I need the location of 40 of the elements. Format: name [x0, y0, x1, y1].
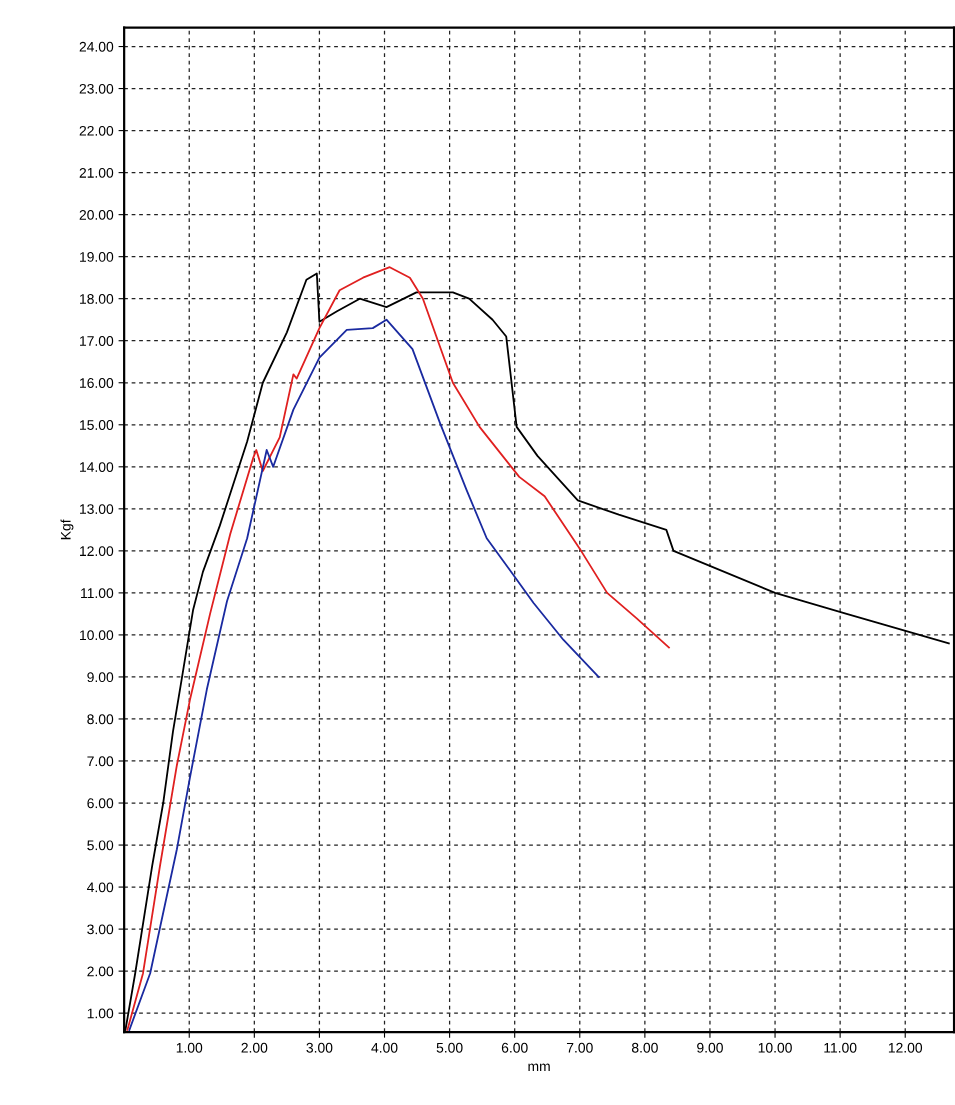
y-tick-label: 18.00	[80, 294, 114, 304]
y-tick-label: 17.00	[80, 336, 114, 346]
y-tick-label: 5.00	[87, 840, 114, 851]
x-tick-label: 10.00	[758, 1042, 792, 1053]
y-tick-label: 19.00	[80, 252, 114, 262]
x-tick-label: 3.00	[306, 1042, 333, 1053]
x-tick-label: 8.00	[631, 1042, 658, 1053]
x-tick-label: 7.00	[566, 1042, 593, 1053]
y-tick-label: 22.00	[79, 125, 114, 136]
y-tick-label: 14.00	[80, 462, 114, 472]
x-tick-label: 12.00	[888, 1042, 923, 1053]
y-axis-title: Kgf	[60, 519, 74, 540]
y-tick-label: 3.00	[87, 924, 114, 935]
y-tick-label: 1.00	[87, 1008, 114, 1019]
x-tick-label: 11.00	[824, 1042, 857, 1053]
y-tick-label: 11.00	[81, 588, 114, 599]
y-tick-label: 24.00	[79, 41, 114, 52]
y-tick-label: 9.00	[87, 672, 114, 683]
line-series	[126, 266, 670, 1031]
y-tick-label: 4.00	[87, 882, 114, 893]
y-tick-label: 7.00	[87, 756, 114, 767]
y-tick-label: 12.00	[80, 546, 114, 557]
y-tick-label: 10.00	[80, 630, 114, 641]
x-tick-label: 4.00	[371, 1042, 398, 1053]
x-tick-label: 5.00	[436, 1042, 463, 1053]
y-tick-label: 20.00	[79, 209, 114, 220]
y-tick-label: 15.00	[80, 420, 114, 430]
y-tick-label: 13.00	[80, 504, 114, 514]
x-tick-label: 9.00	[697, 1042, 723, 1053]
x-tick-label: 6.00	[501, 1042, 528, 1053]
y-tick-label: 21.00	[79, 167, 114, 178]
y-tick-label: 8.00	[87, 714, 114, 725]
line-series	[128, 318, 600, 1031]
y-tick-label: 23.00	[79, 83, 114, 94]
y-tick-label: 2.00	[87, 966, 114, 977]
x-tick-label: 2.00	[241, 1042, 268, 1053]
x-tick-label: 1.00	[176, 1042, 203, 1053]
y-tick-label: 16.00	[80, 378, 114, 388]
y-tick-label: 6.00	[87, 798, 114, 809]
x-axis-title: mm	[528, 1063, 550, 1072]
